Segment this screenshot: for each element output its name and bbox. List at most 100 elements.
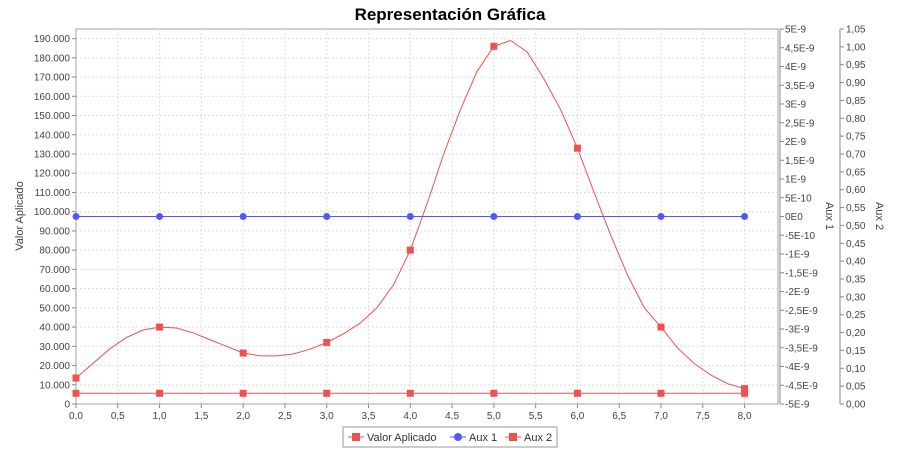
x-axis: 0,0 0,5 1,0 1,5 2,0 2,5 3,0 3,5 4,0 4,5 5,0 5,5 6,0 6… bbox=[69, 404, 752, 422]
y2-tick-label: -3,5E-9 bbox=[785, 343, 818, 354]
y-tick-label: 40.000 bbox=[39, 323, 70, 334]
y-axis-aux2: 0,00 0,05 0,10 0,15 0,20 0,25 0,30 0,35 0,40 0,45… bbox=[839, 25, 866, 411]
y-tick-label: 10.000 bbox=[39, 380, 70, 391]
y3-tick-label: 0,35 bbox=[846, 275, 866, 286]
y3-tick-label: 0,05 bbox=[846, 382, 866, 393]
x-tick-label: 8,0 bbox=[738, 411, 752, 422]
y2-axis-label: Aux 1 bbox=[823, 202, 835, 230]
y2-tick-label: -1,5E-9 bbox=[785, 268, 818, 279]
y3-tick-label: 0,70 bbox=[846, 150, 866, 161]
y-tick-label: 150.000 bbox=[34, 111, 71, 122]
y3-tick-label: 0,65 bbox=[846, 167, 866, 178]
y2-tick-label: 3E-9 bbox=[785, 100, 807, 111]
legend: Valor Aplicado Aux 1 Aux 2 bbox=[342, 426, 558, 448]
data-point-valor-aplicado bbox=[741, 385, 749, 393]
y-tick-label: 50.000 bbox=[39, 303, 70, 314]
y2-tick-label: -1E-9 bbox=[785, 250, 810, 261]
data-point-aux-1 bbox=[72, 213, 80, 220]
chart-title: Representación Gráfica bbox=[355, 5, 546, 24]
y3-tick-label: 0,00 bbox=[846, 400, 866, 411]
y2-tick-label: 2E-9 bbox=[785, 137, 807, 148]
y2-tick-label: -4E-9 bbox=[785, 362, 810, 373]
data-point-valor-aplicado bbox=[573, 144, 581, 152]
y2-tick-label: -2,5E-9 bbox=[785, 306, 818, 317]
x-tick-label: 4,5 bbox=[445, 411, 459, 422]
x-tick-label: 1,0 bbox=[153, 411, 167, 422]
grid bbox=[76, 29, 778, 404]
y3-tick-label: 0,55 bbox=[846, 203, 866, 214]
y3-tick-label: 0,60 bbox=[846, 185, 866, 196]
y-tick-label: 0 bbox=[64, 400, 70, 411]
x-tick-label: 7,5 bbox=[696, 411, 710, 422]
x-tick-label: 7,0 bbox=[654, 411, 668, 422]
data-point-aux-2 bbox=[741, 389, 749, 397]
y2-tick-label: 1E-9 bbox=[785, 175, 807, 186]
y2-tick-label: 0E0 bbox=[785, 212, 803, 223]
x-tick-label: 2,0 bbox=[236, 411, 250, 422]
data-point-aux-2 bbox=[239, 389, 247, 397]
data-point-aux-1 bbox=[741, 213, 749, 220]
data-point-valor-aplicado bbox=[72, 374, 80, 382]
x-tick-label: 2,5 bbox=[278, 411, 292, 422]
data-point-aux-1 bbox=[657, 213, 665, 220]
y-tick-label: 170.000 bbox=[34, 73, 71, 84]
y2-tick-label: 5E-10 bbox=[785, 193, 812, 204]
y-tick-label: 20.000 bbox=[39, 361, 70, 372]
data-point-aux-2 bbox=[72, 389, 80, 397]
x-tick-label: 6,5 bbox=[612, 411, 626, 422]
y-tick-label: 60.000 bbox=[39, 284, 70, 295]
data-point-aux-2 bbox=[406, 389, 414, 397]
y3-tick-label: 0,45 bbox=[846, 239, 866, 250]
series-layer bbox=[72, 39, 749, 397]
legend-label-aux-1: Aux 1 bbox=[469, 432, 497, 444]
y2-tick-label: 3,5E-9 bbox=[785, 81, 815, 92]
x-tick-label: 5,5 bbox=[529, 411, 543, 422]
legend-label-aux-2: Aux 2 bbox=[524, 432, 552, 444]
x-tick-label: 3,5 bbox=[362, 411, 376, 422]
data-point-aux-2 bbox=[573, 389, 581, 397]
data-point-aux-2 bbox=[490, 389, 498, 397]
y3-tick-label: 0,95 bbox=[846, 60, 866, 71]
y3-tick-label: 0,50 bbox=[846, 221, 866, 232]
y3-tick-label: 0,75 bbox=[846, 132, 866, 143]
y2-tick-label: -2E-9 bbox=[785, 287, 810, 298]
y3-tick-label: 0,85 bbox=[846, 96, 866, 107]
y-tick-label: 130.000 bbox=[34, 150, 71, 161]
y2-tick-label: 2,5E-9 bbox=[785, 118, 815, 129]
data-point-aux-2 bbox=[156, 389, 164, 397]
data-point-valor-aplicado bbox=[323, 338, 331, 346]
y3-tick-label: 1,05 bbox=[846, 25, 866, 36]
y-tick-label: 110.000 bbox=[35, 188, 71, 199]
y2-tick-label: -3E-9 bbox=[785, 325, 810, 336]
x-tick-label: 6,0 bbox=[570, 411, 584, 422]
y2-tick-label: -5E-9 bbox=[785, 400, 810, 411]
y3-axis-label: Aux 2 bbox=[873, 202, 885, 230]
y2-tick-label: 4E-9 bbox=[785, 62, 807, 73]
y2-tick-label: 5E-9 bbox=[785, 25, 807, 36]
y-tick-label: 30.000 bbox=[39, 342, 70, 353]
y2-tick-label: 4,5E-9 bbox=[785, 43, 815, 54]
y-tick-label: 180.000 bbox=[34, 53, 71, 64]
data-point-aux-1 bbox=[573, 213, 581, 220]
data-point-aux-2 bbox=[657, 389, 665, 397]
x-tick-label: 4,0 bbox=[403, 411, 417, 422]
y3-tick-label: 1,00 bbox=[846, 42, 866, 53]
data-point-valor-aplicado bbox=[239, 349, 247, 357]
y-tick-label: 90.000 bbox=[39, 226, 70, 237]
legend-marker-valor-aplicado bbox=[352, 433, 360, 441]
x-tick-label: 3,0 bbox=[320, 411, 334, 422]
legend-marker-aux-2 bbox=[509, 433, 517, 441]
y3-tick-label: 0,15 bbox=[846, 346, 866, 357]
x-tick-label: 0,0 bbox=[69, 411, 83, 422]
x-tick-label: 5,0 bbox=[487, 411, 501, 422]
y3-tick-label: 0,20 bbox=[846, 328, 866, 339]
data-point-valor-aplicado bbox=[490, 42, 498, 50]
y3-tick-label: 0,30 bbox=[846, 292, 866, 303]
legend-marker-aux-1 bbox=[454, 433, 462, 441]
y-axis-aux1: -5E-9 -4,5E-9 -4E-9 -3,5E-9 -3E-9 -2,5E-9 -2E-… bbox=[779, 25, 818, 411]
y-tick-label: 190.000 bbox=[34, 34, 71, 45]
data-point-aux-2 bbox=[323, 389, 331, 397]
y-tick-label: 80.000 bbox=[39, 246, 70, 257]
data-point-aux-1 bbox=[239, 213, 247, 220]
